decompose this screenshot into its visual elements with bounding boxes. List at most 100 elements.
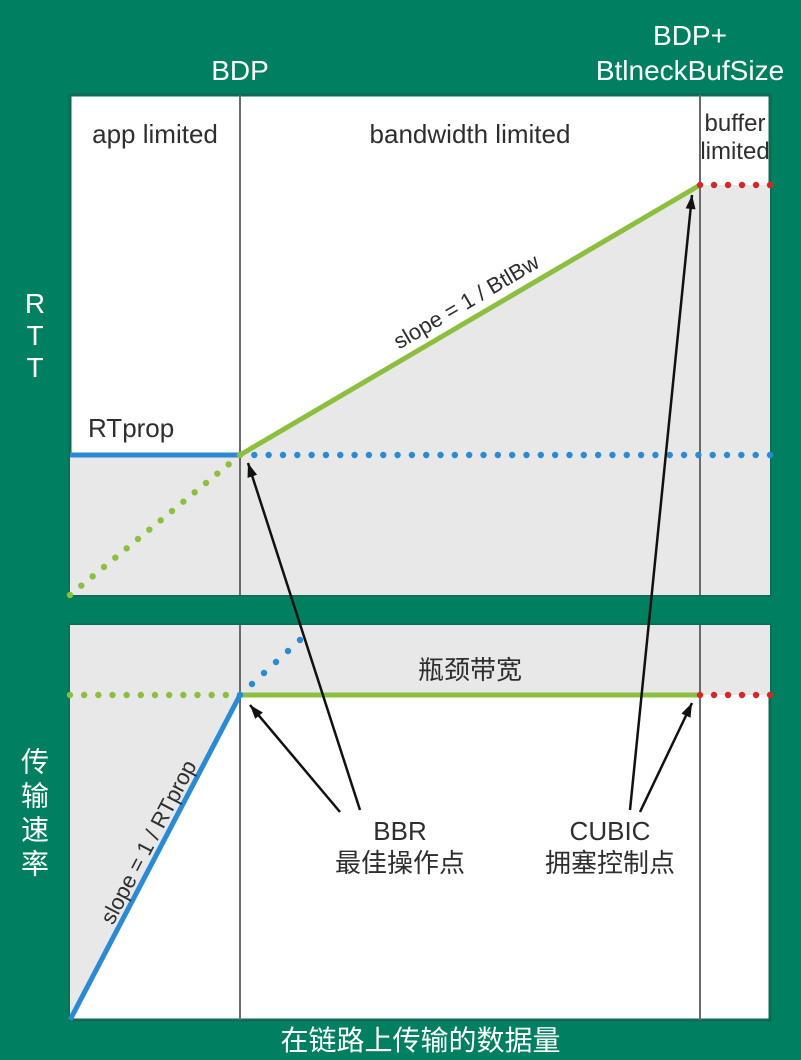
dot — [697, 182, 703, 188]
dot — [191, 489, 197, 495]
dot — [753, 692, 759, 698]
svg-text:率: 率 — [21, 849, 49, 880]
dot — [711, 692, 717, 698]
svg-text:T: T — [26, 352, 43, 383]
dot — [214, 470, 220, 476]
dot — [767, 692, 773, 698]
bdp-plus-header-1: BDP+ — [653, 20, 727, 51]
dot — [753, 182, 759, 188]
bbr-label-2: 最佳操作点 — [335, 848, 465, 878]
dot — [752, 452, 758, 458]
dot — [409, 452, 415, 458]
dot — [194, 692, 200, 698]
dot — [152, 692, 158, 698]
bottleneck-label: 瓶颈带宽 — [418, 655, 522, 685]
dot — [67, 692, 73, 698]
dot — [95, 692, 101, 698]
dot — [180, 692, 186, 698]
rtprop-label: RTprop — [88, 413, 174, 443]
dot — [681, 452, 687, 458]
dot — [146, 526, 152, 532]
dot — [337, 452, 343, 458]
dot — [380, 452, 386, 458]
dot — [394, 452, 400, 458]
dot — [157, 517, 163, 523]
dot — [285, 648, 291, 654]
dot — [138, 692, 144, 698]
dot — [81, 692, 87, 698]
dot — [67, 592, 73, 598]
buffer-limited-label-1: buffer — [705, 110, 766, 137]
dot — [203, 480, 209, 486]
dot — [738, 452, 744, 458]
dot — [123, 692, 129, 698]
dot — [297, 637, 303, 643]
svg-text:速: 速 — [21, 815, 49, 846]
dot — [552, 452, 558, 458]
dot — [523, 452, 529, 458]
dot — [767, 452, 773, 458]
dot — [466, 452, 472, 458]
dot — [423, 452, 429, 458]
dot — [581, 452, 587, 458]
dot — [251, 452, 257, 458]
bdp-plus-header-2: BtlneckBufSize — [596, 55, 784, 86]
dot — [225, 461, 231, 467]
dot — [351, 452, 357, 458]
rtt-chart: app limited bandwidth limited bufferlimite… — [67, 95, 773, 598]
dot — [480, 452, 486, 458]
buffer-limited-label-2: limited — [700, 138, 769, 165]
dot — [595, 452, 601, 458]
cubic-label-2: 拥塞控制点 — [545, 848, 675, 878]
svg-text:输: 输 — [21, 781, 49, 812]
app-limited-label: app limited — [92, 119, 218, 149]
bdp-header: BDP — [211, 55, 269, 86]
dot — [624, 452, 630, 458]
dot — [109, 692, 115, 698]
dot — [308, 452, 314, 458]
dot — [638, 452, 644, 458]
dot — [725, 182, 731, 188]
bandwidth-limited-label: bandwidth limited — [370, 119, 571, 149]
svg-text:R: R — [25, 288, 45, 319]
y-axis-top-label: RTT — [25, 288, 45, 383]
svg-text:传: 传 — [21, 747, 49, 778]
dot — [710, 452, 716, 458]
dot — [609, 452, 615, 458]
dot — [135, 536, 141, 542]
dot — [452, 452, 458, 458]
dot — [180, 498, 186, 504]
dot — [725, 692, 731, 698]
dot — [495, 452, 501, 458]
dot — [166, 692, 172, 698]
dot — [101, 564, 107, 570]
dot — [538, 452, 544, 458]
cubic-label-1: CUBIC — [570, 816, 651, 846]
dot — [261, 670, 267, 676]
dot — [280, 452, 286, 458]
dot — [667, 452, 673, 458]
dot — [123, 545, 129, 551]
x-axis-label: 在链路上传输的数据量 — [280, 1025, 560, 1056]
dot — [89, 573, 95, 579]
dot — [739, 182, 745, 188]
dot — [695, 452, 701, 458]
dot — [112, 554, 118, 560]
dot — [208, 692, 214, 698]
svg-text:T: T — [26, 320, 43, 351]
dot — [78, 582, 84, 588]
dot — [437, 452, 443, 458]
dot — [169, 508, 175, 514]
dot — [509, 452, 515, 458]
dot — [739, 692, 745, 698]
dot — [323, 452, 329, 458]
dot — [237, 692, 243, 698]
dot — [697, 692, 703, 698]
dot — [652, 452, 658, 458]
dot — [366, 452, 372, 458]
bbr-label-1: BBR — [373, 816, 426, 846]
dot — [249, 681, 255, 687]
dot — [767, 182, 773, 188]
dot — [711, 182, 717, 188]
dot — [265, 452, 271, 458]
